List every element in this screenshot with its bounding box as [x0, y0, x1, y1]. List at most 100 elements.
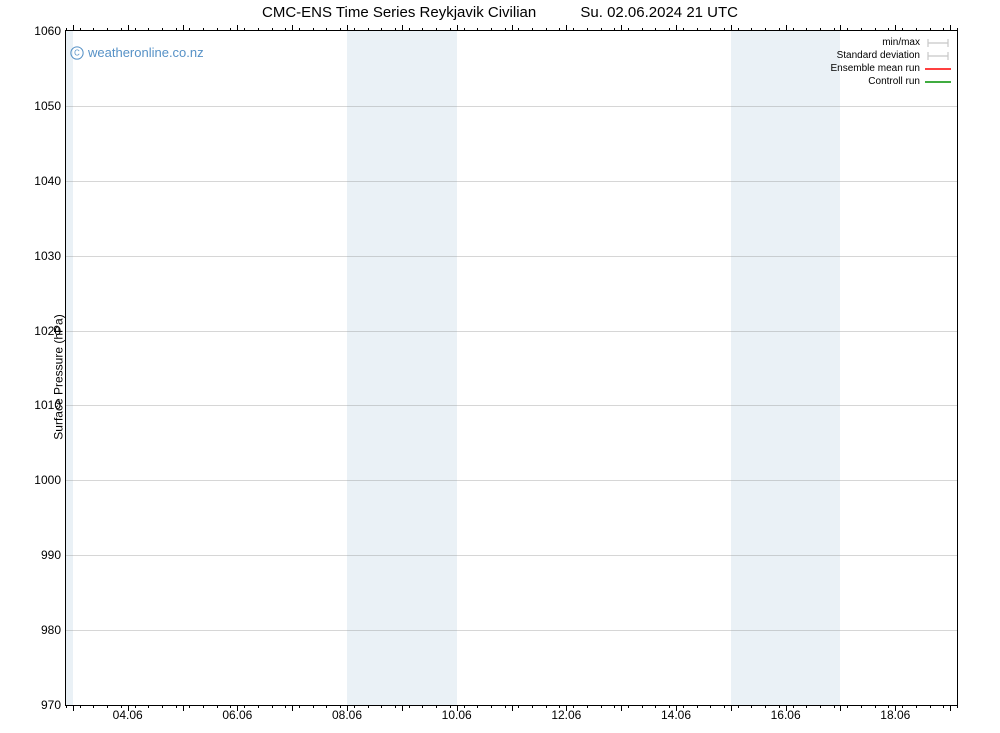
x-minor-tick-mark — [642, 28, 643, 31]
x-minor-tick-mark — [820, 705, 821, 708]
x-tick-mark — [676, 25, 677, 31]
x-minor-tick-mark — [135, 28, 136, 31]
x-minor-tick-mark — [532, 28, 533, 31]
x-minor-tick-mark — [505, 705, 506, 708]
x-minor-tick-mark — [422, 705, 423, 708]
x-tick-mark — [183, 25, 184, 31]
y-tick-label: 1030 — [31, 249, 61, 263]
x-minor-tick-mark — [464, 28, 465, 31]
x-minor-tick-mark — [477, 705, 478, 708]
watermark-text: weatheronline.co.nz — [88, 45, 204, 60]
x-minor-tick-mark — [601, 28, 602, 31]
x-minor-tick-mark — [203, 705, 204, 708]
gridline — [66, 630, 957, 631]
x-minor-tick-mark — [847, 28, 848, 31]
x-minor-tick-mark — [614, 705, 615, 708]
x-minor-tick-mark — [491, 705, 492, 708]
legend-item: min/max — [831, 36, 953, 49]
x-minor-tick-mark — [162, 28, 163, 31]
x-minor-tick-mark — [710, 28, 711, 31]
x-minor-tick-mark — [847, 705, 848, 708]
weekend-band — [731, 31, 841, 705]
chart-title-right: Su. 02.06.2024 21 UTC — [580, 4, 738, 21]
legend-item-swatch — [924, 64, 952, 74]
x-minor-tick-mark — [669, 28, 670, 31]
y-tick-label: 1020 — [31, 324, 61, 338]
x-minor-tick-mark — [313, 28, 314, 31]
chart-plot-area — [65, 30, 958, 706]
x-minor-tick-mark — [368, 705, 369, 708]
x-minor-tick-mark — [738, 28, 739, 31]
x-minor-tick-mark — [230, 28, 231, 31]
x-tick-mark — [840, 25, 841, 31]
x-minor-tick-mark — [916, 28, 917, 31]
x-minor-tick-mark — [642, 705, 643, 708]
x-minor-tick-mark — [395, 28, 396, 31]
x-minor-tick-mark — [587, 705, 588, 708]
x-minor-tick-mark — [943, 28, 944, 31]
x-tick-mark — [402, 25, 403, 31]
x-tick-mark — [621, 705, 622, 711]
x-minor-tick-mark — [518, 28, 519, 31]
x-minor-tick-mark — [93, 705, 94, 708]
x-tick-mark — [786, 25, 787, 31]
x-tick-mark — [621, 25, 622, 31]
x-minor-tick-mark — [655, 28, 656, 31]
legend-item-label: Standard deviation — [837, 49, 920, 62]
x-minor-tick-mark — [436, 705, 437, 708]
x-tick-mark — [402, 705, 403, 711]
x-minor-tick-mark — [505, 28, 506, 31]
legend-item: Standard deviation — [831, 49, 953, 62]
y-tick-label: 990 — [31, 548, 61, 562]
x-minor-tick-mark — [738, 705, 739, 708]
x-minor-tick-mark — [148, 28, 149, 31]
x-minor-tick-mark — [793, 28, 794, 31]
x-tick-mark — [292, 25, 293, 31]
legend-item-swatch — [924, 77, 952, 87]
x-minor-tick-mark — [724, 28, 725, 31]
x-minor-tick-mark — [80, 28, 81, 31]
x-minor-tick-mark — [628, 28, 629, 31]
gridline — [66, 331, 957, 332]
x-minor-tick-mark — [450, 28, 451, 31]
copyright-icon: C — [70, 46, 84, 60]
x-minor-tick-mark — [176, 28, 177, 31]
gridline — [66, 181, 957, 182]
x-minor-tick-mark — [491, 28, 492, 31]
x-tick-mark — [512, 25, 513, 31]
x-minor-tick-mark — [272, 705, 273, 708]
x-minor-tick-mark — [806, 705, 807, 708]
x-minor-tick-mark — [121, 28, 122, 31]
x-tick-mark — [183, 705, 184, 711]
x-minor-tick-mark — [107, 28, 108, 31]
x-minor-tick-mark — [614, 28, 615, 31]
x-tick-mark — [895, 25, 896, 31]
x-minor-tick-mark — [765, 28, 766, 31]
x-minor-tick-mark — [655, 705, 656, 708]
legend-item-label: min/max — [882, 36, 920, 49]
x-minor-tick-mark — [66, 28, 67, 31]
x-minor-tick-mark — [628, 705, 629, 708]
x-minor-tick-mark — [93, 28, 94, 31]
y-tick-label: 1050 — [31, 99, 61, 113]
x-minor-tick-mark — [957, 705, 958, 708]
y-tick-label: 1010 — [31, 398, 61, 412]
x-minor-tick-mark — [189, 28, 190, 31]
x-tick-label: 06.06 — [222, 708, 252, 722]
x-minor-tick-mark — [203, 28, 204, 31]
x-minor-tick-mark — [148, 705, 149, 708]
x-minor-tick-mark — [861, 28, 862, 31]
gridline — [66, 405, 957, 406]
x-tick-label: 04.06 — [113, 708, 143, 722]
x-minor-tick-mark — [587, 28, 588, 31]
x-minor-tick-mark — [710, 705, 711, 708]
x-minor-tick-mark — [326, 28, 327, 31]
x-minor-tick-mark — [258, 28, 259, 31]
legend-item-label: Controll run — [868, 75, 920, 88]
weekend-band — [66, 31, 73, 705]
x-minor-tick-mark — [957, 28, 958, 31]
x-tick-label: 16.06 — [771, 708, 801, 722]
x-minor-tick-mark — [518, 705, 519, 708]
x-minor-tick-mark — [546, 705, 547, 708]
chart-legend: min/maxStandard deviationEnsemble mean r… — [831, 36, 953, 88]
